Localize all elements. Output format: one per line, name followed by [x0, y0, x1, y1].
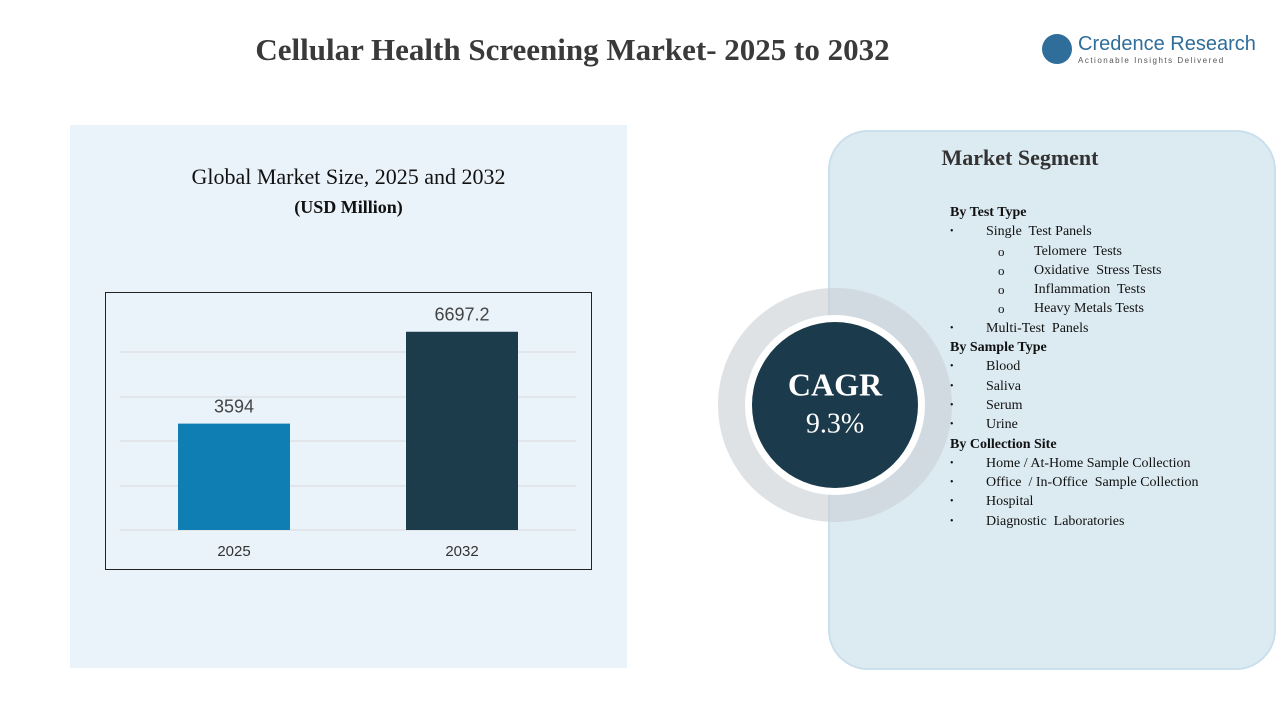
segment-item: • Single Test Panels — [950, 222, 1199, 241]
cagr-label: CAGR — [788, 366, 883, 402]
segment-item: • Saliva — [950, 377, 1199, 396]
logo-tagline: Actionable Insights Delivered — [1078, 56, 1225, 65]
segment-item: • Diagnostic Laboratories — [950, 512, 1199, 531]
segment-subitem: o Telomere Tests — [950, 242, 1199, 261]
bullet: • — [950, 322, 954, 334]
logo-icon — [1042, 34, 1072, 64]
segment-heading: By Collection Site — [950, 435, 1199, 454]
chart-title: Global Market Size, 2025 and 2032 — [191, 164, 506, 189]
bullet: o — [998, 282, 1005, 298]
segment-title: Market Segment — [941, 145, 1099, 170]
segment-item: • Serum — [950, 396, 1199, 415]
segment-list: By Test Type • Single Test Panels o Telomere… — [950, 203, 1199, 531]
bullet: • — [950, 361, 954, 373]
segment-item-text: Serum — [986, 397, 1023, 413]
segment-subitem-text: Inflammation Tests — [1034, 282, 1146, 298]
segment-item: • Urine — [950, 415, 1199, 434]
segment-subitem: o Heavy Metals Tests — [950, 299, 1199, 318]
bullet: • — [950, 399, 954, 411]
bar — [178, 423, 290, 530]
segment-subitem: o Inflammation Tests — [950, 280, 1199, 299]
value-label: 6697.2 — [434, 305, 489, 325]
segment-heading-text: By Test Type — [950, 205, 1027, 220]
segment-item: • Hospital — [950, 492, 1199, 511]
segment-item-text: Diagnostic Laboratories — [986, 513, 1125, 529]
bullet: • — [950, 515, 954, 527]
bullet: • — [950, 419, 954, 431]
cagr-value: 9.3% — [806, 408, 864, 439]
segment-item: • Multi-Test Panels — [950, 319, 1199, 338]
segment-subitem: o Oxidative Stress Tests — [950, 261, 1199, 280]
x-tick-label: 2032 — [445, 543, 478, 560]
segment-item: • Office / In-Office Sample Collection — [950, 473, 1199, 492]
cagr-circle — [752, 322, 918, 488]
segment-subitem-text: Telomere Tests — [1034, 243, 1122, 259]
segment-item-text: Home / At-Home Sample Collection — [986, 455, 1191, 471]
bullet: • — [950, 496, 954, 508]
segment-item-text: Urine — [986, 417, 1018, 433]
bullet: • — [950, 380, 954, 392]
x-tick-label: 2025 — [217, 543, 250, 560]
segment-heading: By Test Type — [950, 203, 1199, 222]
bullet: • — [950, 477, 954, 489]
chart-subtitle: (USD Million) — [294, 197, 403, 217]
segment-item: • Home / At-Home Sample Collection — [950, 454, 1199, 473]
segment-item-text: Single Test Panels — [986, 224, 1092, 240]
logo-name: Credence Research — [1078, 33, 1256, 55]
bullet: o — [998, 301, 1005, 317]
bullet: o — [998, 262, 1005, 278]
bullet: • — [950, 226, 954, 238]
segment-subitem-text: Heavy Metals Tests — [1034, 301, 1144, 317]
segment-item-text: Hospital — [986, 494, 1034, 510]
page-title: Cellular Health Screening Market- 2025 t… — [255, 32, 890, 67]
segment-item-text: Saliva — [986, 378, 1021, 394]
bullet: • — [950, 457, 954, 469]
segment-subitem-text: Oxidative Stress Tests — [1034, 262, 1162, 278]
chart-frame — [105, 292, 592, 570]
value-label: 3594 — [214, 396, 254, 416]
segment-item: • Blood — [950, 357, 1199, 376]
bar — [406, 331, 518, 530]
segment-item-text: Office / In-Office Sample Collection — [986, 475, 1199, 491]
segment-heading-text: By Sample Type — [950, 340, 1047, 356]
segment-item-text: Blood — [986, 359, 1021, 375]
segment-item-text: Multi-Test Panels — [986, 320, 1089, 336]
bullet: o — [998, 243, 1005, 259]
segment-heading: By Sample Type — [950, 338, 1199, 357]
segment-heading-text: By Collection Site — [950, 436, 1057, 452]
